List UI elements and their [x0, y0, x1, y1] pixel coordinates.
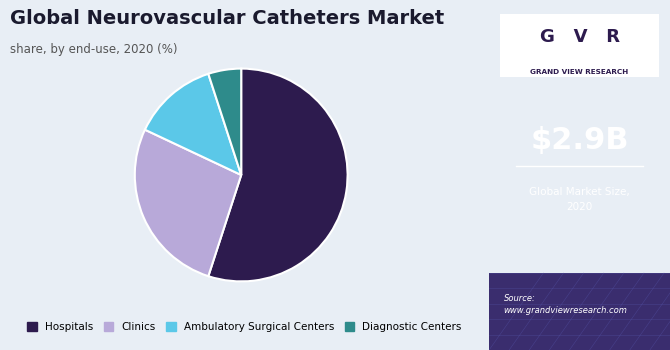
Wedge shape	[208, 69, 348, 281]
FancyBboxPatch shape	[500, 14, 659, 77]
Text: Global Market Size,
2020: Global Market Size, 2020	[529, 188, 630, 211]
Text: GRAND VIEW RESEARCH: GRAND VIEW RESEARCH	[531, 69, 628, 75]
Text: Source:
www.grandviewresearch.com: Source: www.grandviewresearch.com	[504, 294, 627, 315]
Text: Global Neurovascular Catheters Market: Global Neurovascular Catheters Market	[10, 9, 444, 28]
Text: G   V   R: G V R	[539, 28, 620, 46]
Text: $2.9B: $2.9B	[530, 126, 629, 154]
Wedge shape	[135, 130, 241, 276]
Wedge shape	[208, 69, 241, 175]
FancyBboxPatch shape	[489, 273, 670, 350]
Legend: Hospitals, Clinics, Ambulatory Surgical Centers, Diagnostic Centers: Hospitals, Clinics, Ambulatory Surgical …	[27, 322, 462, 332]
Wedge shape	[145, 74, 241, 175]
Text: share, by end-use, 2020 (%): share, by end-use, 2020 (%)	[10, 43, 178, 56]
